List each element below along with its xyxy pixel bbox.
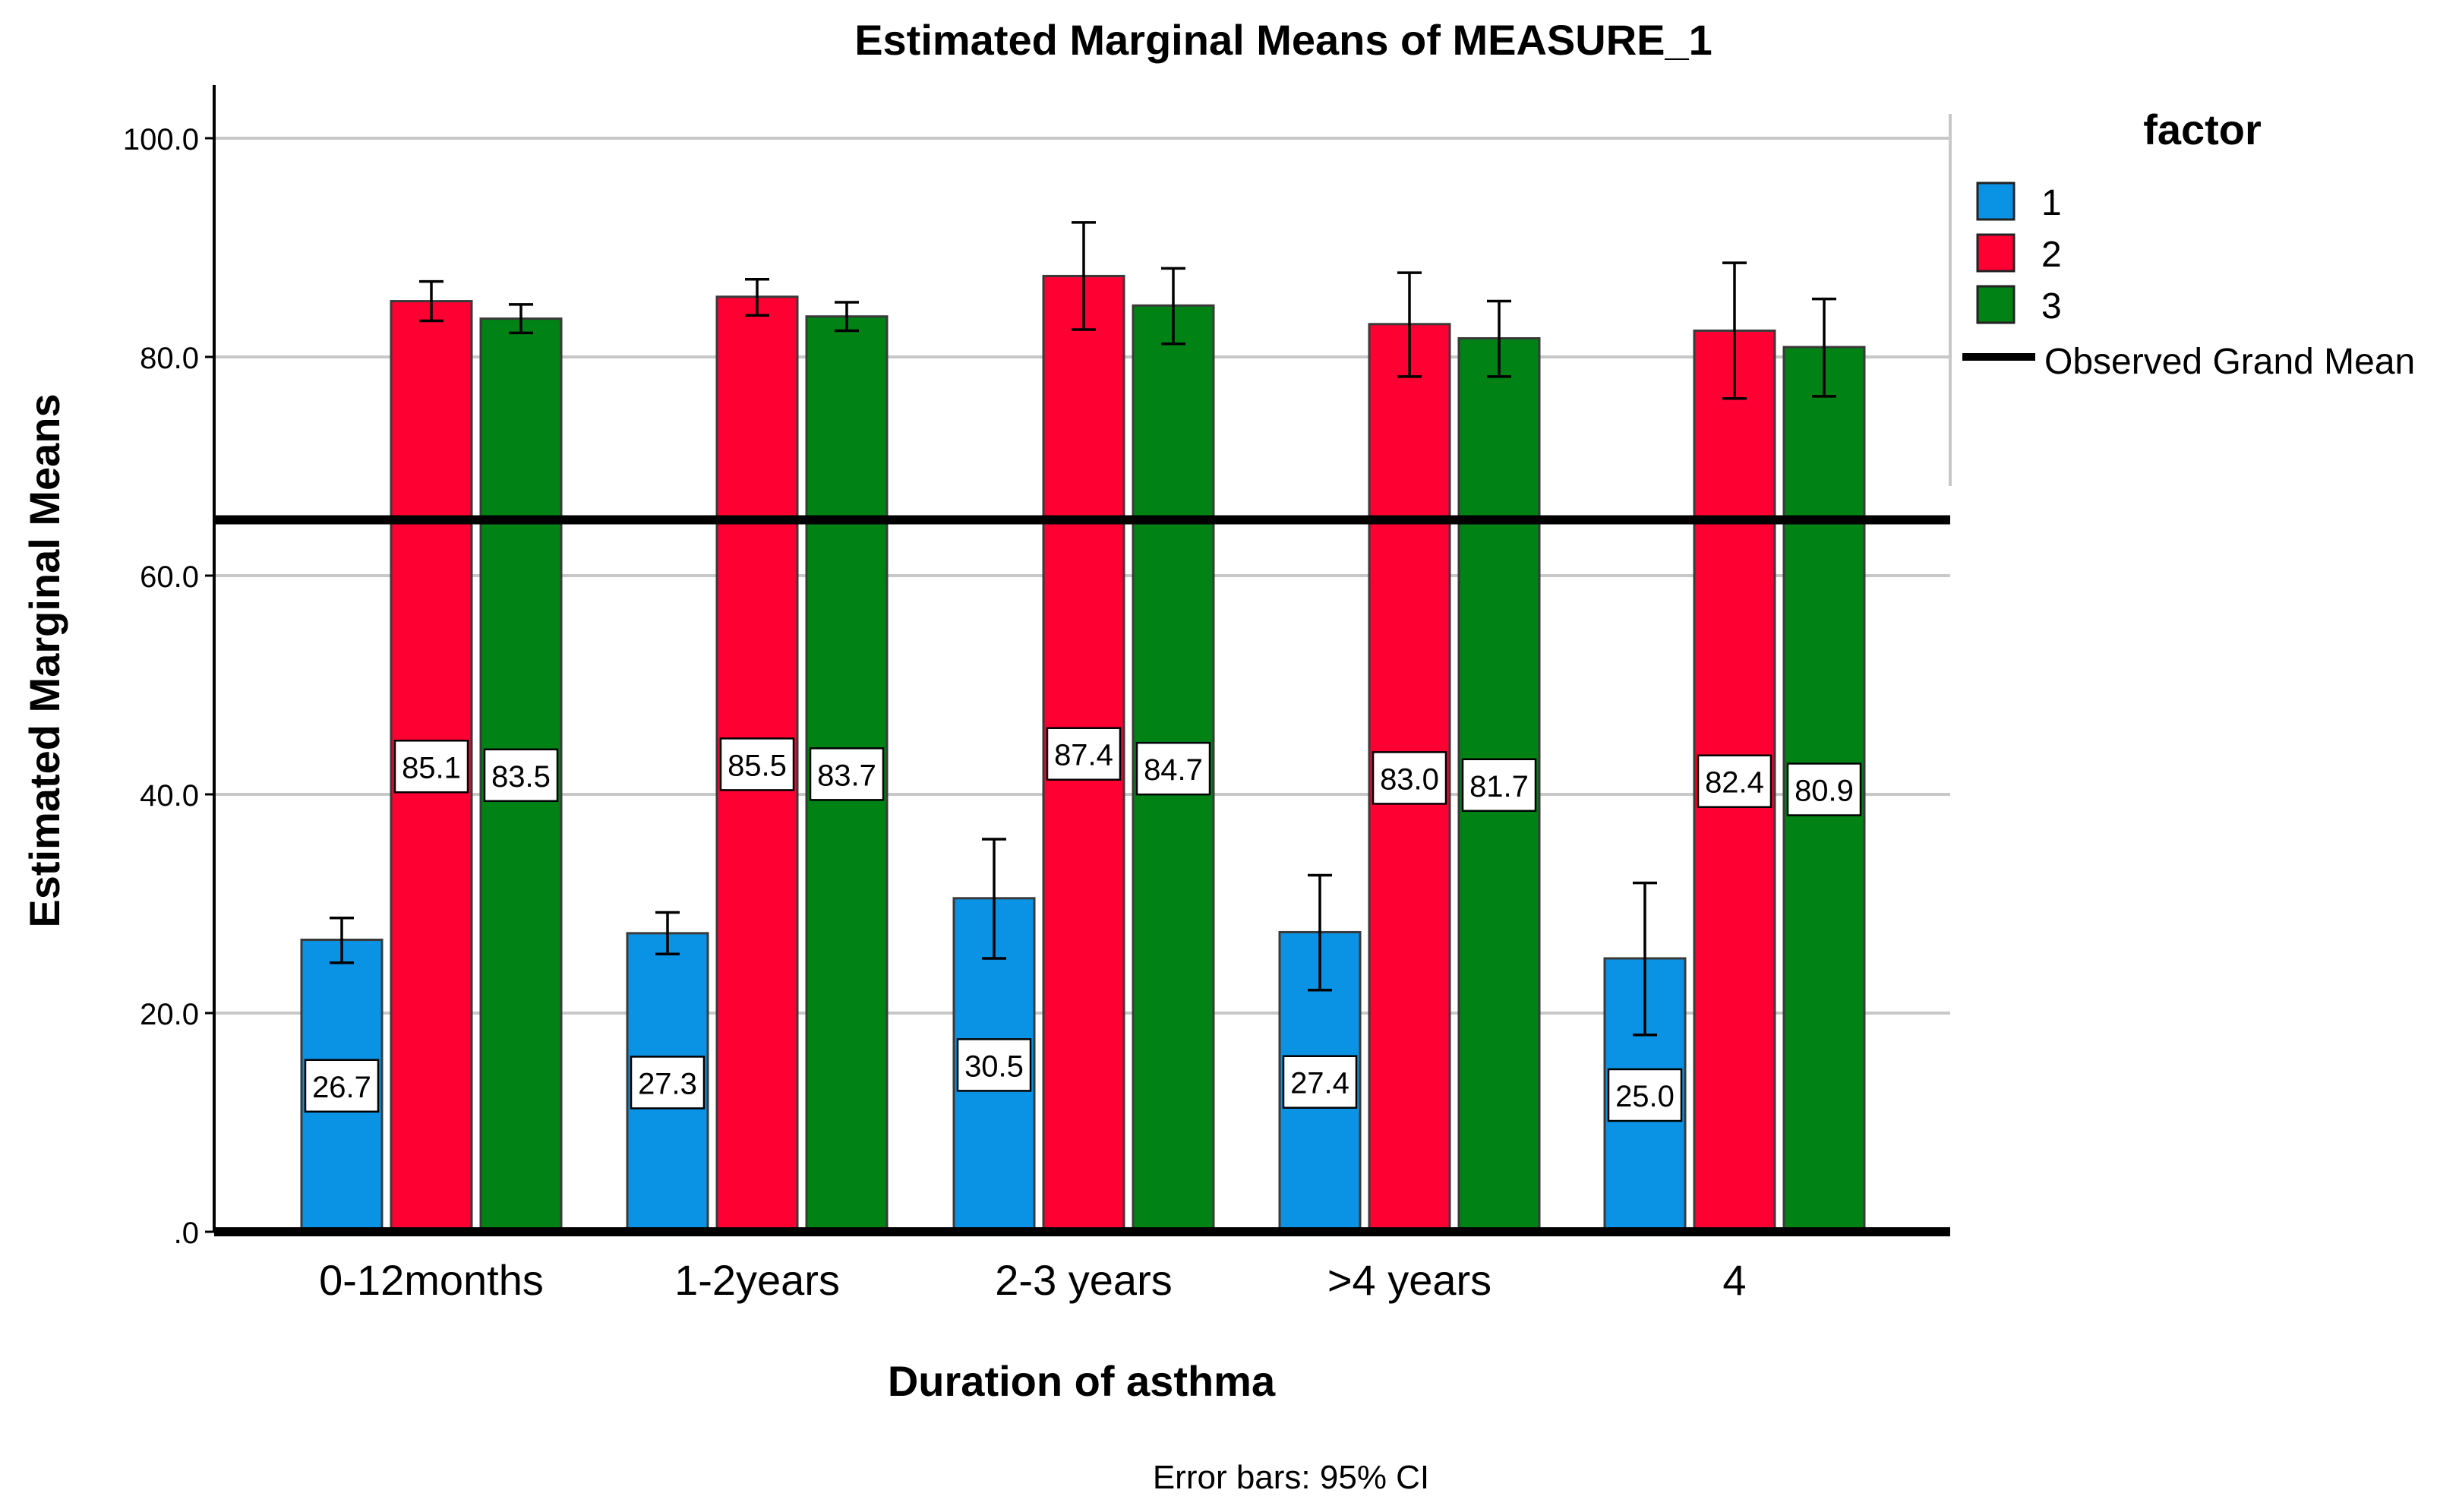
data-label-box bbox=[1607, 1068, 1683, 1122]
data-label-box bbox=[719, 737, 795, 791]
legend: factor 1 2 3 Observed Grand Mean bbox=[1962, 106, 2415, 382]
y-tick-label: 40.0 bbox=[140, 779, 199, 813]
data-label: 83.0 bbox=[1380, 762, 1439, 796]
y-tick-label: 60.0 bbox=[140, 560, 199, 594]
data-label-box bbox=[1282, 1055, 1358, 1109]
data-label-box bbox=[483, 748, 559, 803]
x-tick-label: 0-12months bbox=[319, 1256, 544, 1304]
error-bars bbox=[330, 221, 1836, 1037]
data-labels: 26.7 85.1 83.5 27.3 85.5 83.7 30.5 87.4 84.7 27.4… bbox=[304, 727, 1862, 1122]
data-label-box bbox=[956, 1038, 1032, 1092]
x-axis-ticks: 0-12months 1-2years 2-3 years >4 years 4 bbox=[319, 1256, 1746, 1304]
y-tick-label: 20.0 bbox=[140, 998, 199, 1031]
data-label: 80.9 bbox=[1795, 775, 1854, 808]
data-label: 26.7 bbox=[312, 1071, 371, 1104]
legend-label-3: 3 bbox=[2041, 286, 2062, 327]
footnote: Error bars: 95% CI bbox=[1153, 1459, 1429, 1496]
data-label: 30.5 bbox=[964, 1050, 1024, 1083]
x-axis-title: Duration of asthma bbox=[888, 1357, 1276, 1405]
data-label-box bbox=[630, 1056, 706, 1110]
data-label: 83.5 bbox=[491, 760, 551, 794]
y-axis-title: Estimated Marginal Means bbox=[21, 393, 68, 927]
legend-label-grand-mean: Observed Grand Mean bbox=[2044, 342, 2415, 382]
data-label: 27.4 bbox=[1290, 1067, 1349, 1100]
data-label: 25.0 bbox=[1615, 1080, 1675, 1113]
legend-swatch-1 bbox=[1976, 182, 2015, 221]
x-tick-label: 2-3 years bbox=[995, 1256, 1172, 1304]
axes bbox=[213, 85, 1952, 1236]
data-label-box bbox=[809, 747, 885, 801]
x-tick-label: 4 bbox=[1722, 1256, 1746, 1304]
data-label: 84.7 bbox=[1144, 753, 1203, 787]
data-label-box bbox=[1135, 741, 1211, 796]
data-label-box bbox=[1372, 751, 1447, 805]
data-label: 82.4 bbox=[1705, 766, 1764, 800]
data-label-box bbox=[1046, 727, 1122, 781]
y-tick-label: 80.0 bbox=[140, 342, 199, 375]
data-label: 85.5 bbox=[728, 749, 787, 782]
data-label-box bbox=[393, 740, 469, 794]
data-label-box bbox=[1697, 754, 1772, 808]
data-label: 81.7 bbox=[1469, 770, 1529, 803]
legend-label-1: 1 bbox=[2041, 183, 2062, 223]
data-label: 83.7 bbox=[817, 759, 876, 792]
legend-title: factor bbox=[2143, 106, 2262, 153]
x-tick-label: 1-2years bbox=[674, 1256, 840, 1304]
y-tick-label: 100.0 bbox=[123, 123, 199, 156]
legend-swatch-2 bbox=[1976, 233, 2015, 273]
data-label-box bbox=[1461, 758, 1537, 813]
x-tick-label: >4 years bbox=[1327, 1256, 1491, 1304]
data-label-box bbox=[1786, 762, 1862, 816]
y-axis-ticks: .0 20.0 40.0 60.0 80.0 100.0 bbox=[123, 123, 214, 1250]
data-label: 27.3 bbox=[638, 1067, 697, 1100]
y-tick-label: .0 bbox=[174, 1217, 199, 1250]
legend-swatch-3 bbox=[1976, 285, 2015, 324]
data-label: 85.1 bbox=[402, 751, 461, 784]
legend-label-2: 2 bbox=[2041, 235, 2062, 275]
data-label: 87.4 bbox=[1054, 739, 1113, 772]
data-label-box bbox=[304, 1059, 380, 1113]
chart-title: Estimated Marginal Means of MEASURE_1 bbox=[854, 16, 1712, 64]
